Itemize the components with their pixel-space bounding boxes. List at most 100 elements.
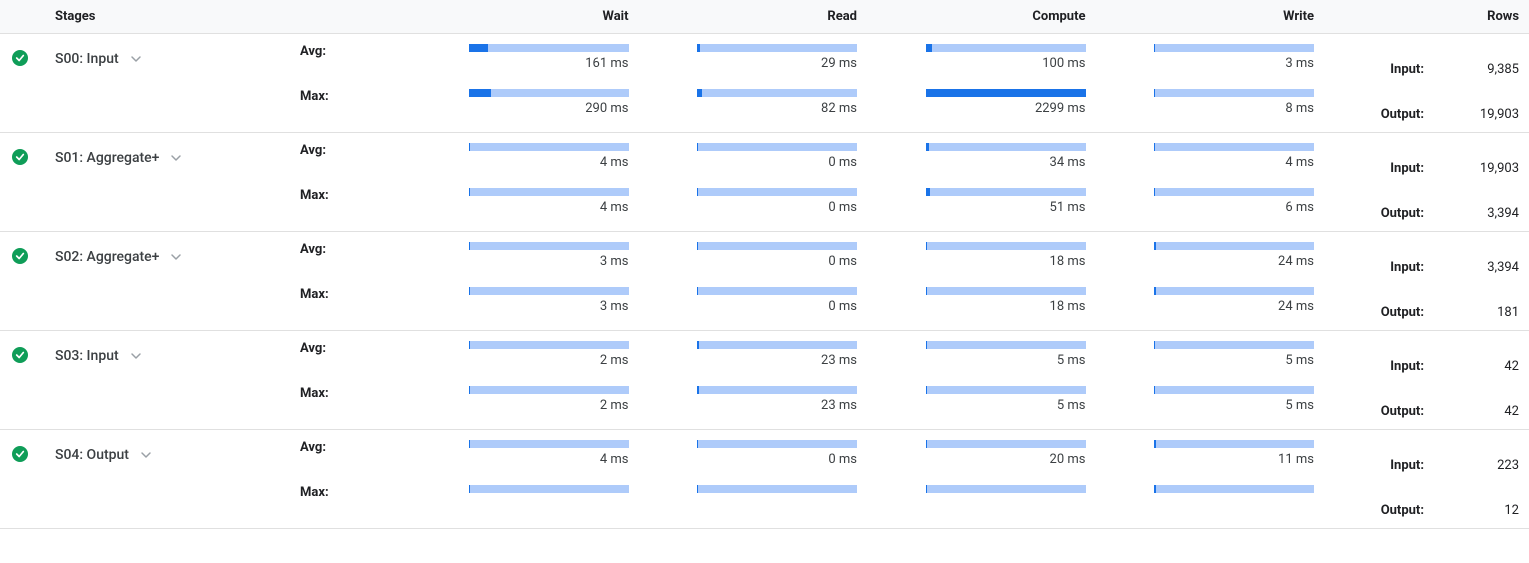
- metric-value: 5 ms: [1057, 353, 1086, 368]
- stage-expand-toggle[interactable]: S02: Aggregate+: [55, 242, 300, 266]
- metric-value: 5 ms: [1285, 398, 1314, 413]
- metric-cell: [649, 485, 878, 497]
- metric-value: 2 ms: [600, 398, 629, 413]
- metric-value: 20 ms: [1050, 452, 1086, 467]
- metric-cell: 0 ms: [649, 287, 878, 314]
- rows-output-value: 12: [1424, 485, 1529, 518]
- metric-value: 161 ms: [585, 56, 628, 71]
- stat-label-max: Max:: [300, 287, 420, 302]
- metric-cell: 18 ms: [877, 242, 1106, 269]
- stage-name: S02: Aggregate+: [55, 249, 159, 265]
- metric-value: 0 ms: [828, 155, 857, 170]
- metric-cell: 24 ms: [1106, 242, 1335, 269]
- metric-value: 82 ms: [821, 101, 857, 116]
- status-ok-icon: [12, 248, 28, 264]
- metric-cell: 23 ms: [649, 386, 878, 413]
- metric-cell: 0 ms: [649, 188, 878, 215]
- metric-cell: 34 ms: [877, 143, 1106, 170]
- stage-expand-toggle[interactable]: S04: Output: [55, 440, 300, 464]
- metric-value: 11 ms: [1278, 452, 1314, 467]
- table-header: Stages Wait Read Compute Write Rows: [0, 0, 1529, 34]
- metric-cell: 2299 ms: [877, 89, 1106, 116]
- metric-value: 0 ms: [828, 299, 857, 314]
- stat-label-avg: Avg:: [300, 440, 420, 455]
- metric-cell: 0 ms: [649, 440, 878, 467]
- metric-value: 3 ms: [600, 254, 629, 269]
- stage-expand-toggle[interactable]: S01: Aggregate+: [55, 143, 300, 167]
- metric-cell: 11 ms: [1106, 440, 1335, 467]
- metric-cell: 161 ms: [420, 44, 649, 71]
- metric-cell: [877, 485, 1106, 497]
- metric-cell: 2 ms: [420, 386, 649, 413]
- header-compute[interactable]: Compute: [877, 9, 1106, 24]
- rows-output-value: 3,394: [1424, 188, 1529, 221]
- stage-subrow-max: Max: 2 ms 23 ms 5 ms: [0, 380, 1529, 425]
- chevron-down-icon[interactable]: [127, 347, 145, 365]
- metric-cell: 8 ms: [1106, 89, 1335, 116]
- metric-cell: [420, 485, 649, 497]
- chevron-down-icon[interactable]: [167, 248, 185, 266]
- rows-label-input: Input:: [1334, 440, 1424, 473]
- stage-name: S01: Aggregate+: [55, 150, 159, 166]
- stage-subrow-max: Max: 290 ms 82 ms 2299 ms: [0, 83, 1529, 128]
- stage-expand-toggle[interactable]: S00: Input: [55, 44, 300, 68]
- header-rows[interactable]: Rows: [1424, 9, 1529, 24]
- stage-expand-toggle[interactable]: S03: Input: [55, 341, 300, 365]
- metric-cell: 24 ms: [1106, 287, 1335, 314]
- chevron-down-icon[interactable]: [137, 446, 155, 464]
- metric-cell: 29 ms: [649, 44, 878, 71]
- stage-subrow-avg: S04: Output Avg: 4 ms 0 ms: [0, 434, 1529, 479]
- stat-label-max: Max:: [300, 485, 420, 500]
- metric-cell: 20 ms: [877, 440, 1106, 467]
- metric-value: 0 ms: [828, 452, 857, 467]
- metric-value: 18 ms: [1050, 254, 1086, 269]
- metric-cell: 51 ms: [877, 188, 1106, 215]
- header-stages[interactable]: Stages: [55, 9, 300, 24]
- metric-value: 100 ms: [1042, 56, 1085, 71]
- stat-label-max: Max:: [300, 386, 420, 401]
- metric-cell: 3 ms: [1106, 44, 1335, 71]
- rows-input-value: 3,394: [1424, 242, 1529, 275]
- metric-cell: 5 ms: [1106, 386, 1335, 413]
- metric-cell: 4 ms: [420, 143, 649, 170]
- stage-name: S04: Output: [55, 447, 129, 463]
- stat-label-avg: Avg:: [300, 242, 420, 257]
- rows-output-value: 42: [1424, 386, 1529, 419]
- rows-label-input: Input:: [1334, 143, 1424, 176]
- metric-value: 34 ms: [1050, 155, 1086, 170]
- stage-subrow-max: Max:: [0, 479, 1529, 524]
- stage-name: S03: Input: [55, 348, 119, 364]
- stage-subrow-avg: S01: Aggregate+ Avg: 4 ms 0 ms: [0, 137, 1529, 182]
- metric-value: 4 ms: [1285, 155, 1314, 170]
- stage-row: S04: Output Avg: 4 ms 0 ms: [0, 430, 1529, 529]
- stat-label-avg: Avg:: [300, 44, 420, 59]
- stage-subrow-avg: S00: Input Avg: 161 ms 29 ms: [0, 38, 1529, 83]
- status-ok-icon: [12, 149, 28, 165]
- header-read[interactable]: Read: [649, 9, 878, 24]
- chevron-down-icon[interactable]: [167, 149, 185, 167]
- metric-value: 4 ms: [600, 452, 629, 467]
- stat-label-max: Max:: [300, 89, 420, 104]
- metric-value: 6 ms: [1285, 200, 1314, 215]
- header-wait[interactable]: Wait: [420, 9, 649, 24]
- metric-cell: 4 ms: [420, 440, 649, 467]
- metric-value: 24 ms: [1278, 254, 1314, 269]
- metric-cell: 290 ms: [420, 89, 649, 116]
- metric-cell: 5 ms: [877, 386, 1106, 413]
- metric-cell: 0 ms: [649, 242, 878, 269]
- metric-value: 4 ms: [600, 200, 629, 215]
- metric-value: 3 ms: [1285, 56, 1314, 71]
- chevron-down-icon[interactable]: [127, 50, 145, 68]
- rows-label-output: Output:: [1334, 485, 1424, 518]
- rows-label-output: Output:: [1334, 287, 1424, 320]
- metric-value: 18 ms: [1050, 299, 1086, 314]
- rows-label-output: Output:: [1334, 386, 1424, 419]
- rows-output-value: 181: [1424, 287, 1529, 320]
- metric-value: 0 ms: [828, 200, 857, 215]
- metric-value: 5 ms: [1285, 353, 1314, 368]
- rows-input-value: 223: [1424, 440, 1529, 473]
- status-ok-icon: [12, 347, 28, 363]
- metric-value: 23 ms: [821, 398, 857, 413]
- rows-label-input: Input:: [1334, 242, 1424, 275]
- header-write[interactable]: Write: [1106, 9, 1335, 24]
